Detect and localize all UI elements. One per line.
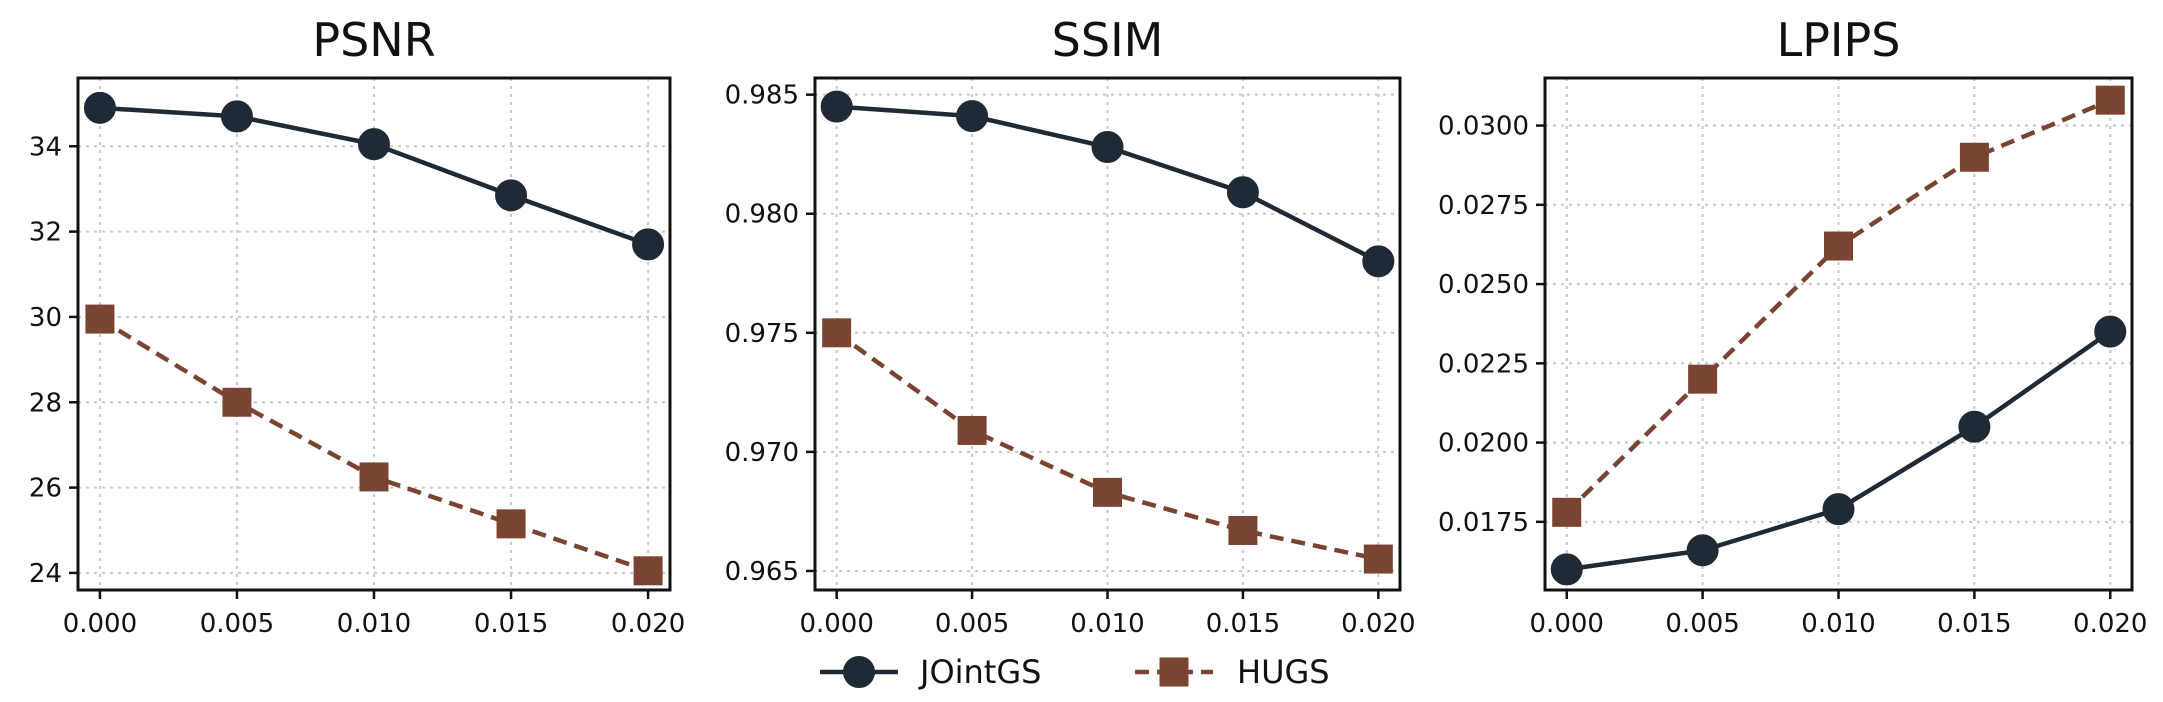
x-tick-label: 0.020 — [611, 609, 685, 639]
data-point-jointgs — [956, 100, 989, 133]
data-point-jointgs — [1958, 410, 1991, 443]
chart-title: LPIPS — [1777, 13, 1901, 67]
data-point-hugs — [496, 509, 526, 539]
legend-marker-square — [1159, 657, 1189, 687]
x-tick-label: 0.010 — [1801, 609, 1875, 639]
legend-item-hugs: HUGS — [1135, 653, 1330, 691]
data-point-jointgs — [220, 100, 253, 133]
axes-frame — [76, 76, 672, 592]
series-line-hugs — [1565, 98, 2112, 514]
chart-panel-ssim: SSIM 0.000 0.005 0.010 0.015 0.020 0.965 0.970 0… — [725, 13, 1416, 639]
chart-title: SSIM — [1052, 13, 1164, 67]
y-tick-label: 0.0225 — [1438, 349, 1529, 379]
y-tick-label: 0.970 — [725, 438, 799, 468]
data-point-hugs — [2095, 85, 2125, 115]
legend: JOintGS HUGS — [820, 653, 1330, 691]
data-point-jointgs — [820, 90, 853, 123]
data-point-hugs — [85, 304, 115, 334]
data-point-hugs — [822, 318, 852, 348]
y-tick-label: 0.0250 — [1438, 270, 1529, 300]
data-point-hugs — [1688, 364, 1718, 394]
data-point-hugs — [359, 462, 389, 492]
y-tick-label: 0.975 — [725, 319, 799, 349]
x-tick-label: 0.005 — [200, 609, 274, 639]
y-tick-label: 0.0175 — [1438, 508, 1529, 538]
data-point-jointgs — [632, 228, 665, 261]
data-point-jointgs — [1091, 131, 1124, 164]
data-point-hugs — [1824, 231, 1853, 261]
chart-panels: PSNR 0.000 0.005 0.010 0.015 0.020 24 26 28 30 32 3… — [29, 13, 2148, 639]
chart-panel-psnr: PSNR 0.000 0.005 0.010 0.015 0.020 24 26 28 30 32 3… — [29, 13, 685, 639]
legend-label: JOintGS — [918, 653, 1041, 691]
data-point-jointgs — [1822, 493, 1855, 526]
x-tick-label: 0.020 — [2073, 609, 2147, 639]
y-tick-label: 0.965 — [725, 557, 799, 587]
y-tick-label: 32 — [29, 218, 62, 248]
x-tick-label: 0.000 — [63, 609, 137, 639]
data-point-jointgs — [2094, 315, 2127, 348]
chart-title: PSNR — [312, 13, 435, 67]
data-point-hugs — [1959, 142, 1989, 172]
x-tick-label: 0.000 — [799, 609, 873, 639]
chart-panel-lpips: LPIPS 0.000 0.005 0.010 0.015 0.020 0.0175 0.02… — [1438, 13, 2147, 639]
legend-marker-circle — [843, 656, 875, 688]
y-tick-label: 0.980 — [725, 200, 799, 230]
axes-frame — [1543, 76, 2134, 592]
y-tick-label: 0.0200 — [1438, 429, 1529, 459]
y-tick-label: 0.0275 — [1438, 191, 1529, 221]
legend-label: HUGS — [1237, 653, 1330, 691]
data-point-jointgs — [1550, 553, 1583, 586]
data-point-hugs — [1093, 477, 1122, 507]
data-point-hugs — [957, 415, 987, 445]
axes-frame — [813, 76, 1402, 592]
x-tick-label: 0.005 — [1665, 609, 1739, 639]
data-point-hugs — [222, 387, 252, 417]
x-tick-label: 0.015 — [1937, 609, 2011, 639]
data-point-jointgs — [83, 91, 116, 124]
y-tick-label: 0.0300 — [1438, 112, 1529, 142]
x-tick-label: 0.010 — [1070, 609, 1144, 639]
series-line-hugs — [98, 317, 649, 573]
data-point-jointgs — [1226, 176, 1259, 209]
x-tick-label: 0.010 — [337, 609, 411, 639]
x-tick-label: 0.000 — [1530, 609, 1604, 639]
data-point-hugs — [1552, 497, 1582, 527]
data-point-hugs — [633, 556, 663, 586]
legend-item-jointgs: JOintGS — [820, 653, 1041, 691]
data-point-jointgs — [1362, 245, 1395, 278]
y-tick-label: 30 — [29, 303, 62, 333]
data-point-hugs — [1228, 515, 1258, 545]
data-point-hugs — [1363, 544, 1393, 574]
y-tick-label: 28 — [29, 388, 62, 418]
x-tick-label: 0.020 — [1341, 609, 1415, 639]
data-point-jointgs — [358, 128, 390, 161]
y-tick-label: 26 — [29, 474, 62, 504]
y-tick-label: 34 — [29, 132, 62, 162]
grid — [815, 78, 1400, 590]
x-tick-label: 0.015 — [1206, 609, 1280, 639]
y-tick-label: 0.985 — [725, 81, 799, 111]
data-point-jointgs — [1686, 534, 1719, 567]
data-point-jointgs — [495, 179, 528, 212]
y-tick-label: 24 — [29, 559, 62, 589]
x-tick-label: 0.005 — [935, 609, 1009, 639]
x-tick-label: 0.015 — [474, 609, 548, 639]
